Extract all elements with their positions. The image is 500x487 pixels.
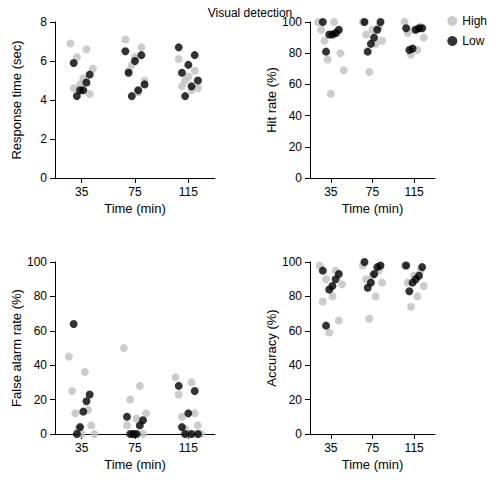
svg-text:60: 60 (289, 324, 303, 338)
svg-text:75: 75 (128, 441, 142, 455)
svg-text:115: 115 (405, 441, 424, 455)
svg-text:115: 115 (179, 441, 198, 455)
svg-text:0: 0 (40, 427, 47, 441)
svg-text:75: 75 (128, 185, 142, 199)
svg-text:20: 20 (289, 140, 303, 154)
svg-text:20: 20 (34, 393, 48, 407)
svg-text:35: 35 (324, 441, 338, 455)
svg-text:8: 8 (40, 15, 47, 29)
svg-text:100: 100 (282, 15, 302, 29)
svg-text:Low: Low (462, 34, 484, 48)
svg-text:60: 60 (34, 324, 48, 338)
svg-text:Accuracy (%): Accuracy (%) (264, 309, 279, 386)
svg-text:40: 40 (289, 109, 303, 123)
svg-text:4: 4 (40, 93, 47, 107)
svg-text:80: 80 (289, 289, 303, 303)
svg-text:115: 115 (405, 185, 424, 199)
svg-text:0: 0 (295, 427, 302, 441)
svg-text:75: 75 (366, 185, 380, 199)
svg-text:100: 100 (27, 255, 47, 269)
svg-text:40: 40 (34, 358, 48, 372)
svg-text:115: 115 (179, 185, 198, 199)
svg-text:40: 40 (289, 358, 303, 372)
svg-text:Hit rate (%): Hit rate (%) (264, 67, 279, 133)
svg-text:80: 80 (34, 289, 48, 303)
svg-text:35: 35 (324, 185, 338, 199)
svg-text:Visual detection: Visual detection (208, 6, 293, 20)
svg-text:75: 75 (366, 441, 380, 455)
svg-text:Time (min): Time (min) (104, 457, 166, 472)
svg-text:2: 2 (40, 132, 47, 146)
svg-text:Time (min): Time (min) (104, 201, 166, 216)
svg-text:35: 35 (75, 441, 89, 455)
svg-text:0: 0 (295, 171, 302, 185)
svg-text:6: 6 (40, 54, 47, 68)
svg-text:100: 100 (282, 255, 302, 269)
svg-text:False alarm rate (%): False alarm rate (%) (9, 289, 24, 407)
svg-text:20: 20 (289, 393, 303, 407)
svg-text:Time (min): Time (min) (342, 201, 404, 216)
svg-text:60: 60 (289, 77, 303, 91)
svg-text:80: 80 (289, 46, 303, 60)
svg-text:35: 35 (75, 185, 89, 199)
svg-text:Time (min): Time (min) (342, 457, 404, 472)
svg-text:0: 0 (40, 171, 47, 185)
svg-text:Response time (sec): Response time (sec) (9, 40, 24, 159)
svg-text:High: High (462, 14, 487, 28)
